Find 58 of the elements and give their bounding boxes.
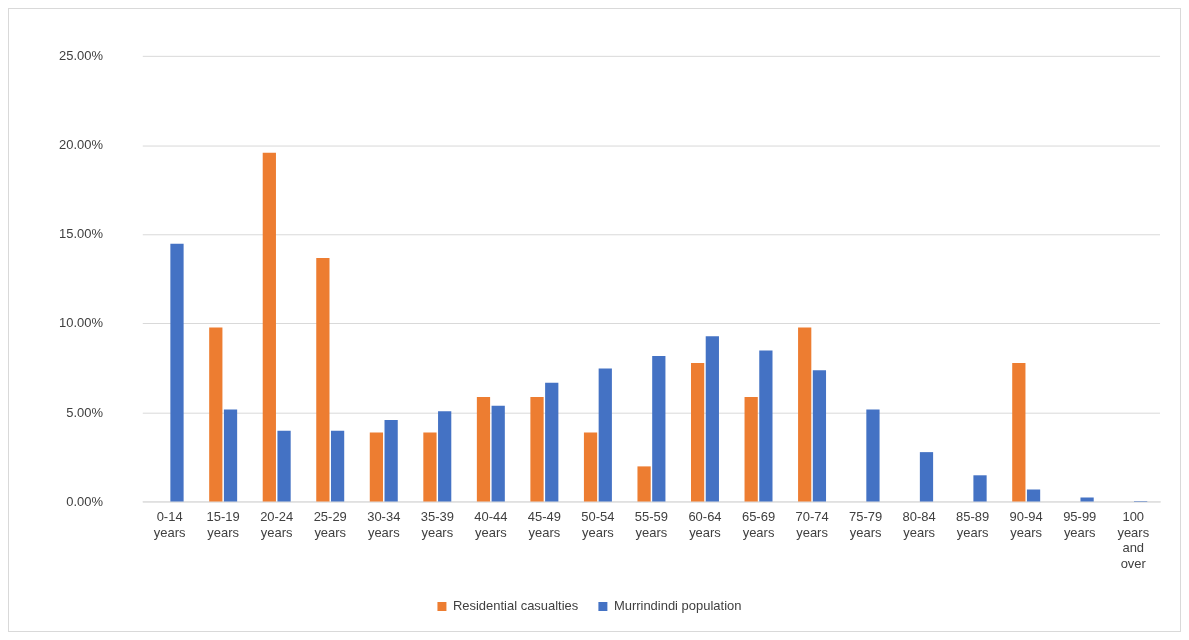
bar <box>691 363 705 502</box>
x-tick-label: 25-29 years <box>313 509 347 540</box>
x-tick-label: 20-24 years <box>260 509 294 540</box>
bar <box>438 411 452 502</box>
bar <box>1012 363 1026 502</box>
x-tick-label: 50-54 years <box>581 509 615 540</box>
bar <box>637 466 651 502</box>
bar <box>652 355 666 502</box>
x-tick-label: 65-69 years <box>741 509 776 540</box>
y-tick-label: 10.00% <box>58 315 104 331</box>
bar <box>423 432 437 502</box>
bar <box>170 243 184 502</box>
bar <box>1080 497 1094 502</box>
bar <box>209 327 223 502</box>
legend-label: Residential casualties <box>452 598 579 614</box>
bar <box>759 350 773 502</box>
bar <box>262 152 276 502</box>
bar <box>369 432 384 502</box>
bar <box>316 257 330 502</box>
y-tick-label: 0.00% <box>66 493 104 509</box>
bar <box>223 409 238 502</box>
bar <box>973 475 987 502</box>
x-tick-label: 35-39 years <box>420 509 454 540</box>
x-tick-label: 15-19 years <box>206 509 240 540</box>
bar <box>1026 489 1041 502</box>
x-tick-label: 100 years and over <box>1117 509 1150 571</box>
x-tick-label: 60-64 years <box>688 509 722 540</box>
y-tick-label: 5.00% <box>66 404 104 420</box>
x-tick-label: 80-84 years <box>902 509 936 540</box>
x-tick-label: 85-89 years <box>956 509 990 540</box>
bar <box>545 382 559 502</box>
x-tick-label: 75-79 years <box>849 509 883 540</box>
x-tick-label: 40-44 years <box>474 509 508 540</box>
x-tick-label: 90-94 years <box>1009 509 1043 540</box>
bar <box>744 396 758 502</box>
bar <box>277 430 291 502</box>
y-tick-label: 15.00% <box>58 226 104 242</box>
bar <box>330 430 345 502</box>
x-tick-label: 30-34 years <box>367 509 401 540</box>
y-tick-label: 20.00% <box>58 137 104 153</box>
legend-label: Murrindindi population <box>613 598 742 614</box>
bar <box>866 409 880 502</box>
bar <box>919 452 934 502</box>
bar <box>798 327 812 502</box>
bar <box>491 405 505 502</box>
x-tick-label: 55-59 years <box>634 509 669 540</box>
bar <box>384 420 398 502</box>
bar <box>530 396 544 502</box>
bar <box>598 368 612 502</box>
x-tick-label: 0-14 years <box>153 509 186 540</box>
bar <box>583 432 598 502</box>
bar <box>705 336 719 502</box>
x-tick-label: 70-74 years <box>795 509 829 540</box>
x-tick-label: 95-99 years <box>1063 509 1097 540</box>
y-tick-label: 25.00% <box>58 48 104 64</box>
bar <box>812 370 827 502</box>
bar <box>476 396 491 502</box>
x-tick-label: 45-49 years <box>527 509 561 540</box>
